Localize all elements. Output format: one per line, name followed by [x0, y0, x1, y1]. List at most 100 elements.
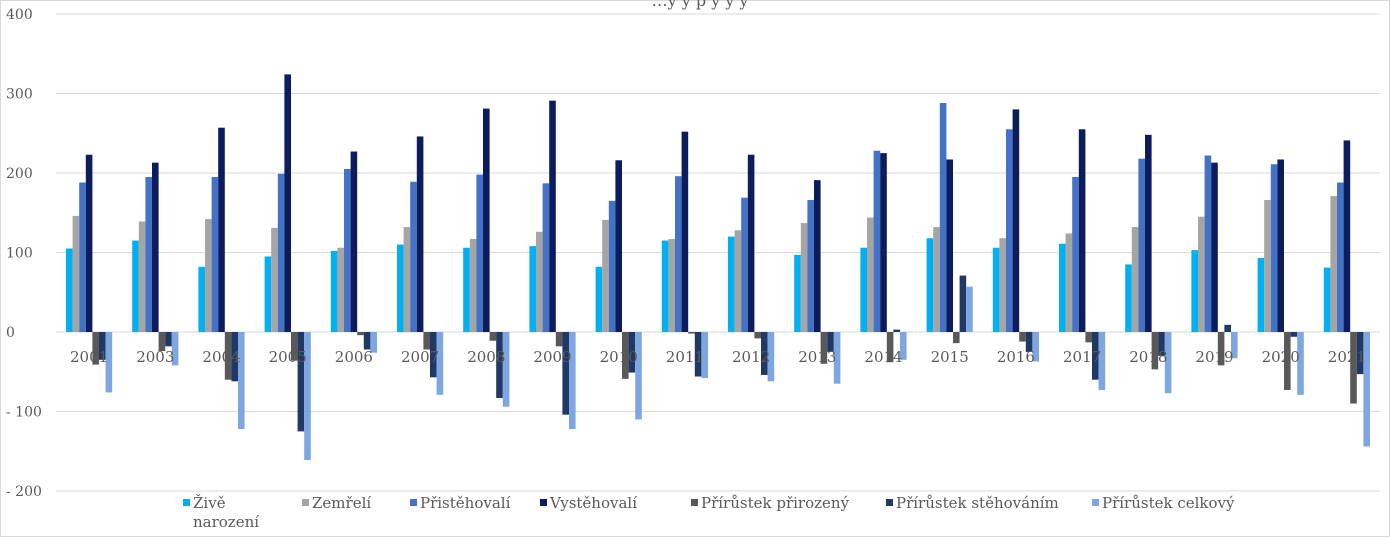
x-tick-label: 2019 [1195, 348, 1233, 366]
y-tick-label: 400 [6, 7, 33, 23]
legend-swatch [410, 499, 417, 506]
bar [99, 332, 106, 360]
y-tick-label: - 200 [6, 484, 42, 500]
bar [205, 219, 212, 332]
bar [1343, 140, 1351, 332]
bar [1277, 159, 1284, 332]
bar [1151, 332, 1159, 370]
bar [536, 231, 543, 332]
bar [502, 332, 510, 407]
bar [171, 332, 179, 366]
bar [483, 108, 490, 332]
bar [628, 332, 636, 373]
bar [1204, 155, 1212, 332]
legend-label: Vystěhovalí [549, 494, 637, 512]
legend-label: Zemřelí [312, 494, 371, 512]
bar [1125, 264, 1132, 332]
bar [800, 223, 808, 332]
bar [1198, 216, 1205, 332]
bar [1012, 109, 1020, 333]
bar [1211, 162, 1218, 332]
bar [728, 236, 735, 332]
bar [330, 250, 338, 332]
bar [357, 332, 364, 336]
x-tick-label: 2004 [202, 348, 240, 366]
y-tick-label: 200 [6, 166, 33, 182]
bar [463, 247, 470, 332]
bar [165, 332, 172, 347]
bar [622, 332, 629, 379]
bar [105, 332, 113, 393]
bar [1363, 332, 1370, 447]
bar [1284, 332, 1291, 391]
bar [152, 162, 159, 332]
legend-label: Živě [193, 494, 226, 512]
y-tick-label: 300 [6, 87, 33, 103]
bar [827, 332, 834, 352]
bar [430, 332, 437, 378]
x-tick-label: 2017 [1063, 348, 1101, 366]
bar [271, 227, 278, 332]
bar [410, 181, 417, 332]
legend-swatch [1092, 499, 1099, 506]
bar [138, 221, 146, 332]
bar [635, 332, 642, 420]
bar [833, 332, 841, 384]
bar [555, 332, 563, 347]
x-tick-label: 2008 [467, 348, 505, 366]
x-tick-label: 2006 [335, 348, 373, 366]
bar [363, 332, 371, 350]
bar [344, 169, 351, 332]
x-tick-label: 2016 [997, 348, 1035, 366]
x-tick-label: 2001 [70, 348, 108, 366]
bar [85, 154, 93, 332]
bar [158, 332, 166, 352]
bar [747, 154, 755, 332]
bar [1257, 258, 1265, 332]
bar [999, 238, 1006, 332]
bar [370, 332, 377, 353]
bar [681, 131, 689, 332]
bar [238, 332, 245, 429]
bar [966, 286, 973, 332]
bar [615, 160, 622, 332]
bar [145, 176, 152, 332]
legend-label: Přírůstek celkový [1102, 494, 1235, 512]
bar [873, 150, 881, 332]
bar [661, 240, 669, 332]
bar [1032, 332, 1039, 362]
bar [291, 332, 298, 361]
bar [1356, 332, 1364, 375]
bar [886, 332, 894, 363]
bar [880, 153, 887, 333]
x-tick-label: 2003 [136, 348, 174, 366]
bar [992, 247, 1000, 332]
bar [1270, 164, 1278, 332]
chart-title: …y y p y y y [652, 0, 749, 10]
x-tick-label: 2018 [1129, 348, 1167, 366]
bar [1092, 332, 1099, 380]
bar [701, 332, 708, 379]
bar [668, 238, 675, 332]
bar [66, 248, 73, 332]
bar [754, 332, 761, 339]
x-tick-label: 2014 [864, 348, 902, 366]
bar [529, 246, 536, 332]
bar [1231, 332, 1238, 359]
bar [794, 254, 801, 332]
bar [602, 219, 609, 332]
bar [1131, 227, 1139, 332]
bar [939, 103, 947, 332]
bar [549, 100, 556, 333]
x-tick-label: 2011 [666, 348, 704, 366]
bar [337, 247, 344, 332]
bar [569, 332, 576, 429]
bar [953, 332, 960, 344]
legend-label: narození [193, 513, 259, 531]
bar [1350, 332, 1357, 404]
bar [423, 332, 430, 350]
bar [211, 176, 219, 332]
bar [860, 247, 867, 332]
bar [224, 332, 232, 380]
